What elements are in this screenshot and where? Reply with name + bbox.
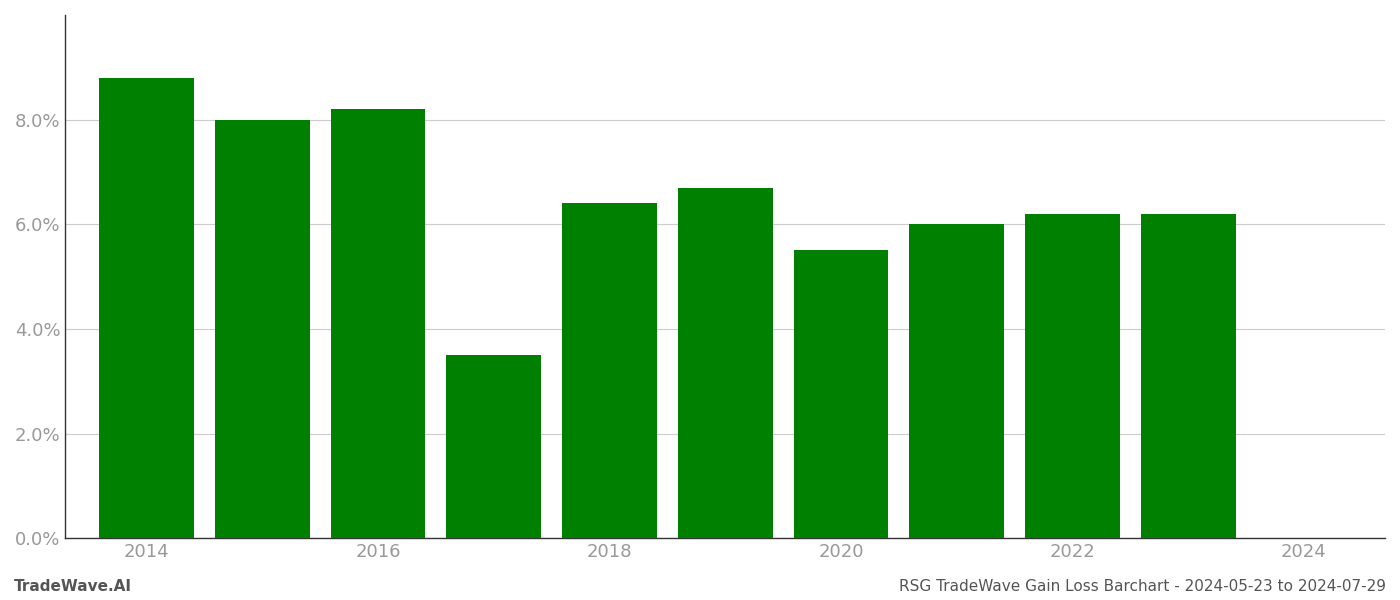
Bar: [99, 78, 195, 538]
Text: TradeWave.AI: TradeWave.AI: [14, 579, 132, 594]
Bar: [214, 119, 309, 538]
Bar: [447, 355, 542, 538]
Bar: [1141, 214, 1236, 538]
Bar: [1025, 214, 1120, 538]
Bar: [678, 188, 773, 538]
Bar: [330, 109, 426, 538]
Bar: [561, 203, 657, 538]
Bar: [909, 224, 1004, 538]
Text: RSG TradeWave Gain Loss Barchart - 2024-05-23 to 2024-07-29: RSG TradeWave Gain Loss Barchart - 2024-…: [899, 579, 1386, 594]
Bar: [794, 250, 889, 538]
